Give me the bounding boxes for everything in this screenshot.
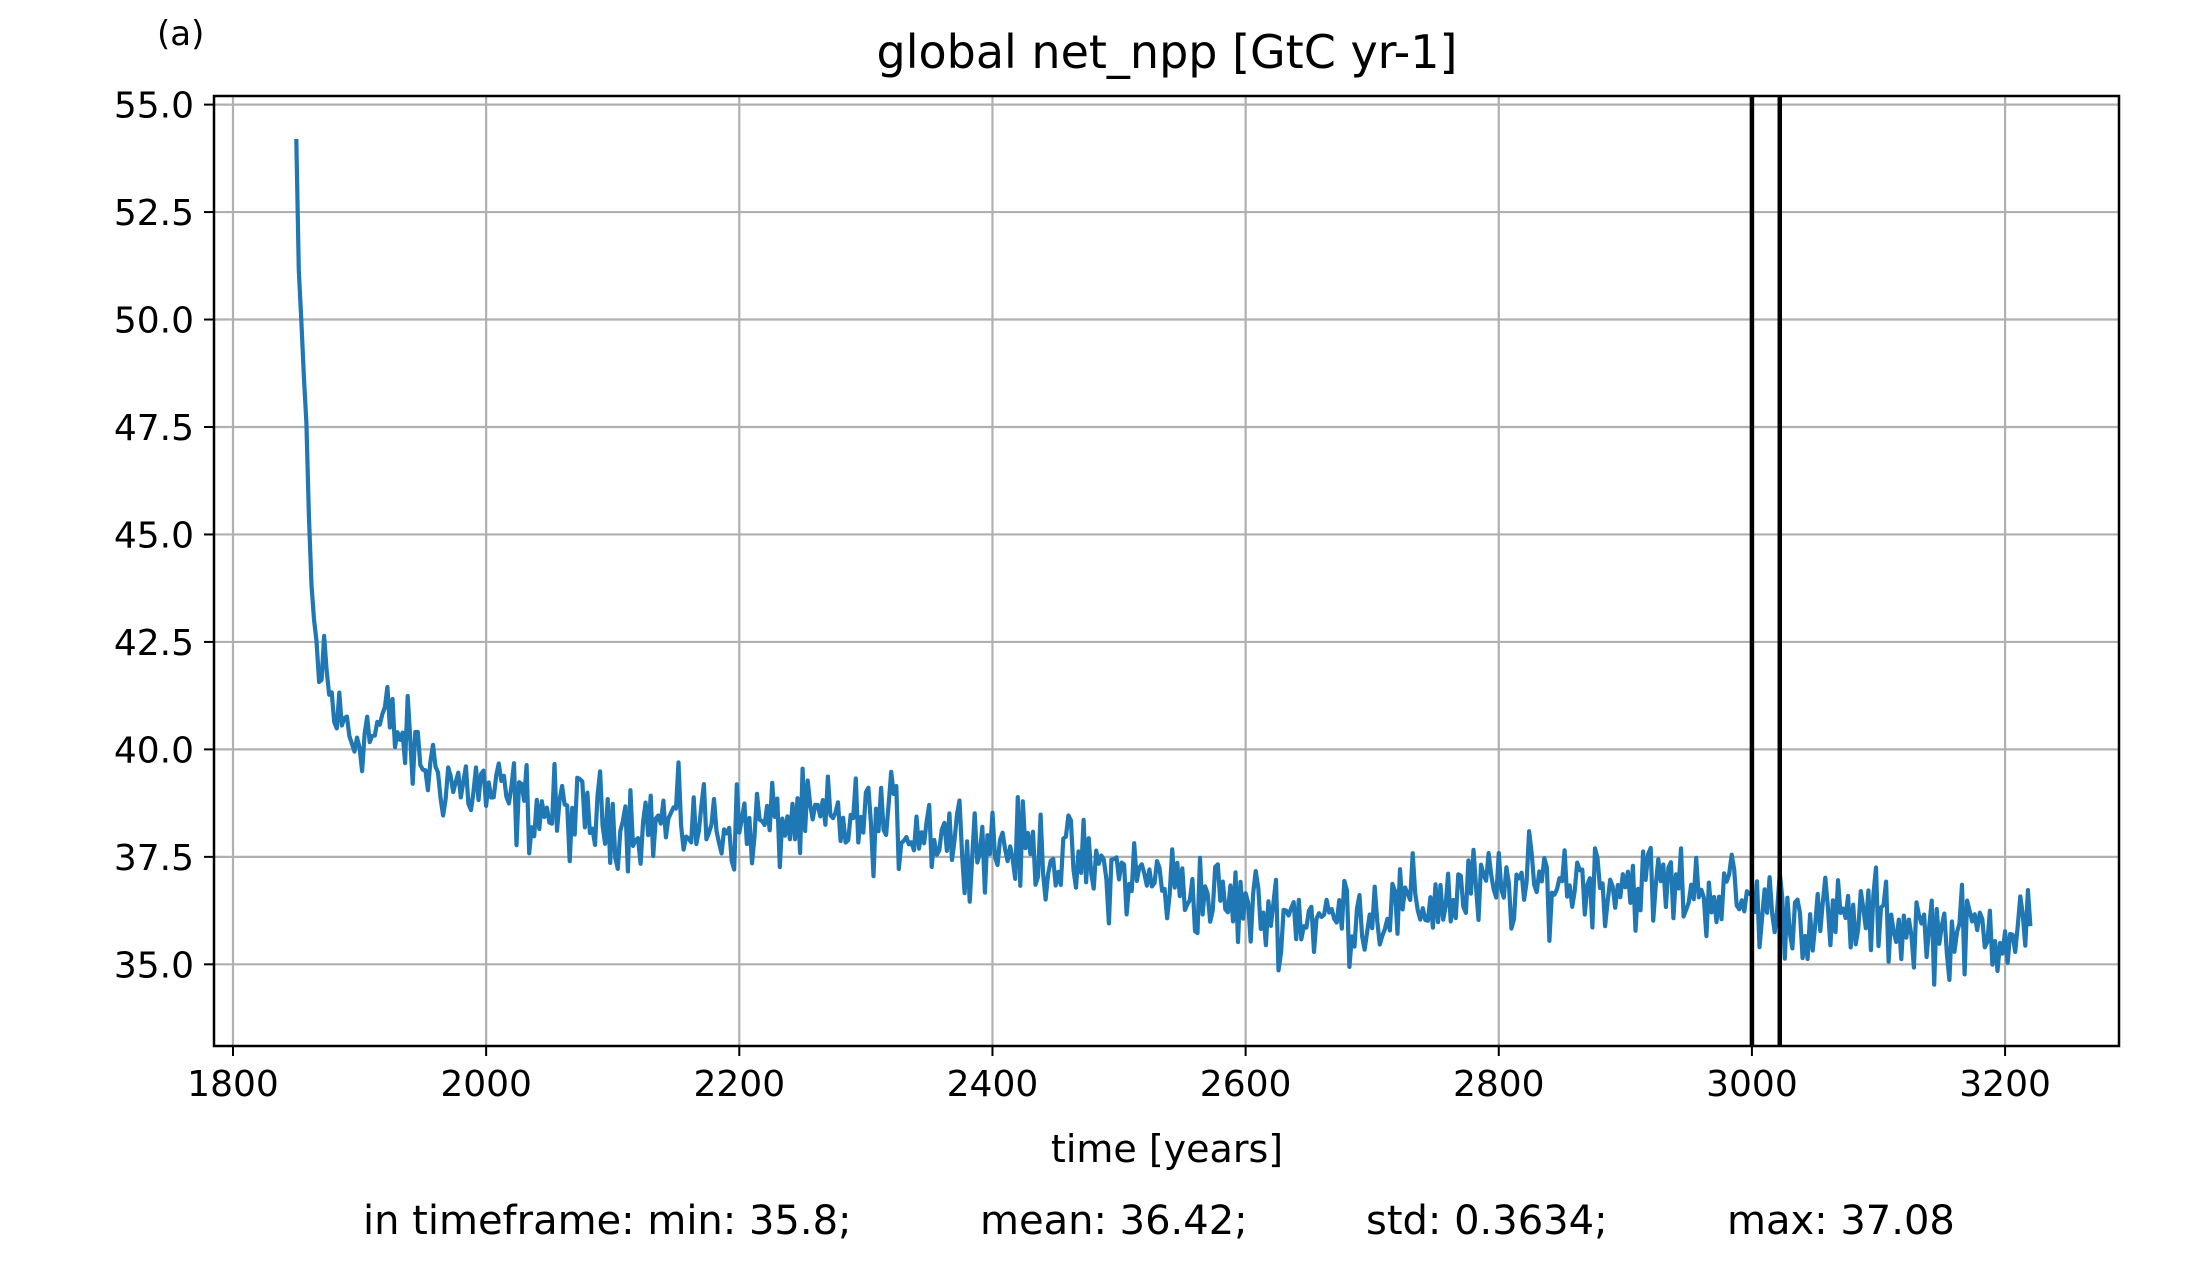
x-tick-label: 1800 [187,1064,279,1105]
chart-title: global net_npp [GtC yr-1] [877,25,1458,79]
y-tick-label: 50.0 [114,301,194,342]
y-tick-label: 47.5 [114,408,194,449]
x-tick-label: 3000 [1706,1064,1798,1105]
x-axis-ticks: 1800 2000 2200 2400 2600 2800 3000 3200 [187,1046,2051,1105]
y-tick-label: 52.5 [114,193,194,234]
series-layer [294,138,2033,987]
stat-max: max: 37.08 [1727,1198,1955,1244]
x-tick-label: 2800 [1453,1064,1545,1105]
panel-label: (a) [157,14,204,54]
y-tick-label: 42.5 [114,623,194,664]
y-tick-label: 45.0 [114,515,194,556]
x-tick-label: 3200 [1959,1064,2051,1105]
x-tick-label: 2400 [947,1064,1039,1105]
stat-mean: mean: 36.42; [980,1198,1248,1244]
vertical-markers [1749,96,1783,1046]
grid [214,96,2119,1046]
stats-footer: in timeframe: min: 35.8; mean: 36.42; st… [0,1198,2196,1248]
x-tick-label: 2600 [1200,1064,1292,1105]
y-tick-label: 55.0 [114,86,194,127]
y-tick-label: 35.0 [114,945,194,986]
y-axis-ticks: 35.0 37.5 40.0 42.5 45.0 47.5 50.0 52.5 55.0 [114,86,214,986]
x-axis-label: time [years] [1051,1127,1283,1171]
plot-frame [212,94,2121,1048]
x-tick-label: 2000 [440,1064,532,1105]
y-tick-label: 37.5 [114,838,194,879]
x-tick-label: 2200 [693,1064,785,1105]
stat-std: std: 0.3634; [1366,1198,1608,1244]
series-line-net-npp [294,138,2033,987]
stat-min: in timeframe: min: 35.8; [363,1198,852,1244]
y-tick-label: 40.0 [114,730,194,771]
